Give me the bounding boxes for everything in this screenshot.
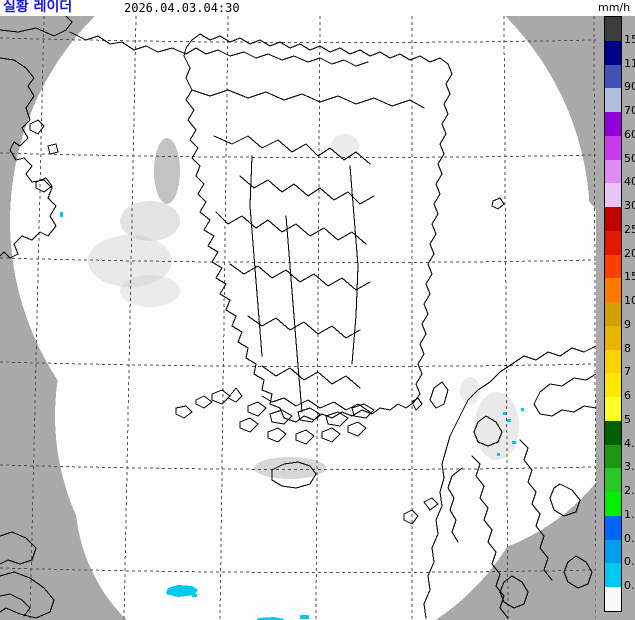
color-scale-tick-label: 25 bbox=[624, 223, 635, 236]
unit-label: mm/h bbox=[598, 1, 631, 14]
radar-coverage-area bbox=[0, 16, 596, 620]
color-band bbox=[605, 159, 621, 184]
color-band bbox=[605, 587, 621, 611]
color-band bbox=[605, 397, 621, 421]
color-scale-tick-label: 40 bbox=[624, 175, 635, 188]
color-band bbox=[605, 515, 621, 540]
color-band bbox=[605, 373, 621, 397]
page-title: 실황 레이더 bbox=[3, 0, 73, 15]
color-scale-tick-label: 6 bbox=[624, 389, 631, 402]
graticule bbox=[0, 16, 596, 620]
color-scale-tick-label: 150 bbox=[624, 33, 635, 46]
color-band bbox=[605, 325, 621, 350]
color-scale-tick-label: 7 bbox=[624, 365, 631, 378]
color-scale-tick-label: 10 bbox=[624, 294, 635, 307]
color-scale-tick-label: 20 bbox=[624, 247, 635, 260]
color-scale-tick-label: 3.0 bbox=[624, 460, 635, 473]
clutter-echoes bbox=[88, 134, 519, 479]
color-scale-tick-label: 2.0 bbox=[624, 484, 635, 497]
color-scale-tick-label: 9 bbox=[624, 318, 631, 331]
color-band bbox=[605, 64, 621, 89]
color-band bbox=[605, 349, 621, 374]
color-scale-tick-label: 8 bbox=[624, 342, 631, 355]
color-scale-bar bbox=[604, 16, 622, 612]
color-scale-tick-label: 0.5 bbox=[624, 532, 635, 545]
header-bar: 실황 레이더 2026.04.03.04:30 mm/h bbox=[0, 0, 635, 16]
color-band bbox=[605, 88, 621, 112]
color-band bbox=[605, 135, 621, 160]
color-band bbox=[605, 444, 621, 469]
color-band bbox=[605, 183, 621, 207]
color-scale-tick-label: 15 bbox=[624, 270, 635, 283]
precipitation-echoes bbox=[60, 212, 524, 620]
color-band bbox=[605, 539, 621, 564]
color-scale-tick-label: 30 bbox=[624, 199, 635, 212]
color-band bbox=[605, 492, 621, 516]
observation-timestamp: 2026.04.03.04:30 bbox=[124, 1, 240, 15]
color-band bbox=[605, 230, 621, 255]
coastlines bbox=[0, 16, 596, 619]
color-band bbox=[605, 563, 621, 587]
color-band bbox=[605, 278, 621, 302]
color-band bbox=[605, 207, 621, 231]
color-band bbox=[605, 17, 621, 41]
color-scale-tick-label: 4.0 bbox=[624, 437, 635, 450]
radar-map[interactable] bbox=[0, 16, 596, 620]
color-band bbox=[605, 112, 621, 136]
color-band bbox=[605, 254, 621, 279]
color-scale-tick-label: 1.0 bbox=[624, 508, 635, 521]
color-scale-tick-label: 50 bbox=[624, 152, 635, 165]
color-band bbox=[605, 420, 621, 445]
color-scale-tick-label: 70 bbox=[624, 104, 635, 117]
color-scale-tick-label: 0.1 bbox=[624, 555, 635, 568]
color-scale-tick-label: 0.0 bbox=[624, 579, 635, 592]
color-band bbox=[605, 302, 621, 326]
color-scale-tick-label: 5 bbox=[624, 413, 631, 426]
color-band bbox=[605, 468, 621, 492]
color-scale-tick-label: 90 bbox=[624, 80, 635, 93]
color-band bbox=[605, 40, 621, 65]
color-scale-tick-label: 60 bbox=[624, 128, 635, 141]
color-scale-legend: 150 110 90 70 60 50 40 30 25 20 15 10 9 8 7 6 5 4.0 3.0 2.0… bbox=[596, 16, 635, 620]
color-scale-tick-label: 110 bbox=[624, 57, 635, 70]
